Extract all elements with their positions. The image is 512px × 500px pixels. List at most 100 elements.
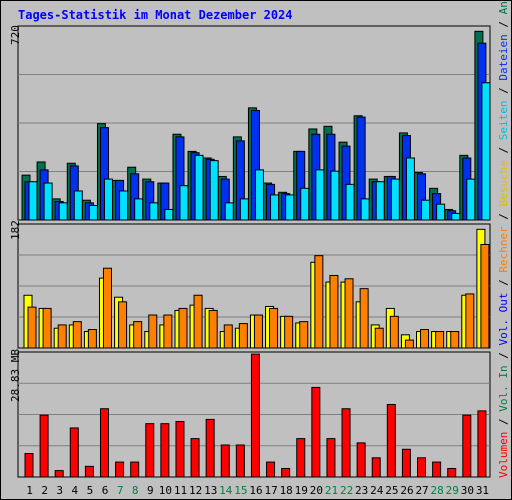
bar-rechner-day-30 <box>465 293 475 349</box>
x-tick-label-day-12: 12 <box>189 484 202 497</box>
bar-volumen-day-24 <box>371 457 381 478</box>
x-tick-label-day-3: 3 <box>56 484 63 497</box>
bar-rechner-day-22 <box>344 278 354 349</box>
bar-rechner-day-7 <box>118 301 128 349</box>
bar-seiten-day-30 <box>466 178 476 221</box>
bar-volumen-day-11 <box>175 421 185 478</box>
bar-seiten-day-27 <box>421 199 431 221</box>
bar-seiten-day-13 <box>209 160 219 221</box>
chart-title: Tages-Statistik im Monat Dezember 2024 <box>18 8 293 22</box>
bar-rechner-day-16 <box>253 314 263 349</box>
bar-rechner-day-21 <box>329 274 339 349</box>
bar-seiten-day-12 <box>194 154 204 221</box>
bar-seiten-day-19 <box>300 187 310 221</box>
bar-seiten-day-14 <box>224 202 234 221</box>
bar-seiten-day-6 <box>103 178 113 221</box>
bar-rechner-day-3 <box>57 324 67 349</box>
x-tick-label-day-22: 22 <box>340 484 353 497</box>
bar-seiten-day-8 <box>134 198 144 221</box>
bar-rechner-day-26 <box>404 339 414 349</box>
bar-volumen-day-21 <box>326 438 336 478</box>
bar-volumen-day-22 <box>341 408 351 478</box>
x-tick-label-day-20: 20 <box>310 484 323 497</box>
bar-rechner-day-5 <box>87 329 97 349</box>
bar-seiten-day-18 <box>285 194 295 221</box>
bar-seiten-day-3 <box>58 202 68 221</box>
bar-volumen-day-2 <box>39 414 49 478</box>
bar-seiten-day-16 <box>254 169 264 221</box>
bar-rechner-day-18 <box>284 315 294 349</box>
x-tick-label-day-1: 1 <box>26 484 33 497</box>
bar-seiten-day-17 <box>270 194 280 221</box>
bar-seiten-day-9 <box>149 202 159 221</box>
x-tick-label-day-27: 27 <box>415 484 428 497</box>
bar-seiten-day-7 <box>119 190 129 221</box>
bar-seiten-day-21 <box>330 170 340 221</box>
legend-anfragen: Anfragen <box>497 0 510 14</box>
x-tick-label-day-5: 5 <box>87 484 94 497</box>
x-tick-label-day-25: 25 <box>385 484 398 497</box>
bar-volumen-day-4 <box>69 427 79 478</box>
bar-volumen-day-29 <box>447 467 457 478</box>
bar-seiten-day-4 <box>73 190 83 221</box>
bar-seiten-day-26 <box>405 157 415 221</box>
x-tick-label-day-9: 9 <box>147 484 154 497</box>
bar-volumen-day-7 <box>115 461 125 478</box>
bar-volumen-day-27 <box>417 457 427 478</box>
bar-volumen-day-23 <box>356 442 366 478</box>
bar-volumen-day-6 <box>99 408 109 478</box>
x-tick-label-day-26: 26 <box>400 484 413 497</box>
bar-volumen-day-20 <box>311 386 321 478</box>
x-tick-label-day-17: 17 <box>264 484 277 497</box>
bar-volumen-day-13 <box>205 418 215 478</box>
x-tick-label-day-11: 11 <box>174 484 187 497</box>
panel3-ymax-label: 28.83 MB <box>9 349 22 402</box>
x-tick-label-day-24: 24 <box>370 484 384 497</box>
bar-seiten-day-20 <box>315 169 325 221</box>
bar-volumen-day-25 <box>386 403 396 478</box>
bar-rechner-day-31 <box>480 243 490 349</box>
bar-rechner-day-15 <box>238 323 248 349</box>
panel2-ymax-label: 182 <box>9 220 22 240</box>
bar-volumen-day-3 <box>54 470 64 478</box>
bar-rechner-day-24 <box>374 327 384 349</box>
bar-volumen-day-10 <box>160 423 170 478</box>
bar-volumen-day-17 <box>266 461 276 478</box>
bar-rechner-day-20 <box>314 255 324 349</box>
x-tick-label-day-7: 7 <box>117 484 124 497</box>
x-tick-label-day-15: 15 <box>234 484 247 497</box>
bar-seiten-day-24 <box>375 181 385 221</box>
x-tick-label-day-2: 2 <box>41 484 48 497</box>
legend-volin: Vol. In <box>497 365 510 412</box>
bar-rechner-day-11 <box>178 307 188 349</box>
legend-rechner: Rechner <box>497 226 510 273</box>
bar-volumen-day-5 <box>84 465 94 478</box>
bar-seiten-day-15 <box>239 198 249 221</box>
bar-seiten-day-23 <box>360 198 370 221</box>
bar-rechner-day-12 <box>193 294 203 349</box>
bar-volumen-day-8 <box>130 461 140 478</box>
x-tick-label-day-30: 30 <box>461 484 474 497</box>
bar-volumen-day-19 <box>296 438 306 478</box>
x-tick-label-day-13: 13 <box>204 484 217 497</box>
bar-rechner-day-29 <box>450 331 460 349</box>
bar-rechner-day-6 <box>102 267 112 349</box>
bar-rechner-day-2 <box>42 307 52 349</box>
bar-seiten-day-28 <box>436 203 446 221</box>
bar-seiten-day-31 <box>481 82 491 221</box>
x-tick-label-day-16: 16 <box>249 484 262 497</box>
bar-rechner-day-4 <box>72 321 82 349</box>
bar-rechner-day-14 <box>223 324 233 349</box>
x-tick-label-day-14: 14 <box>219 484 233 497</box>
right-legend: Volumen / Vol. In / Vol. Out / Rechner /… <box>497 0 510 478</box>
bar-volumen-day-15 <box>235 444 245 478</box>
bar-seiten-day-25 <box>390 178 400 221</box>
bar-seiten-day-2 <box>43 182 53 221</box>
bar-rechner-day-8 <box>133 321 143 349</box>
x-tick-label-day-31: 31 <box>476 484 489 497</box>
bar-rechner-day-28 <box>435 331 445 349</box>
bar-volumen-day-12 <box>190 438 200 478</box>
bar-volumen-day-26 <box>401 448 411 478</box>
